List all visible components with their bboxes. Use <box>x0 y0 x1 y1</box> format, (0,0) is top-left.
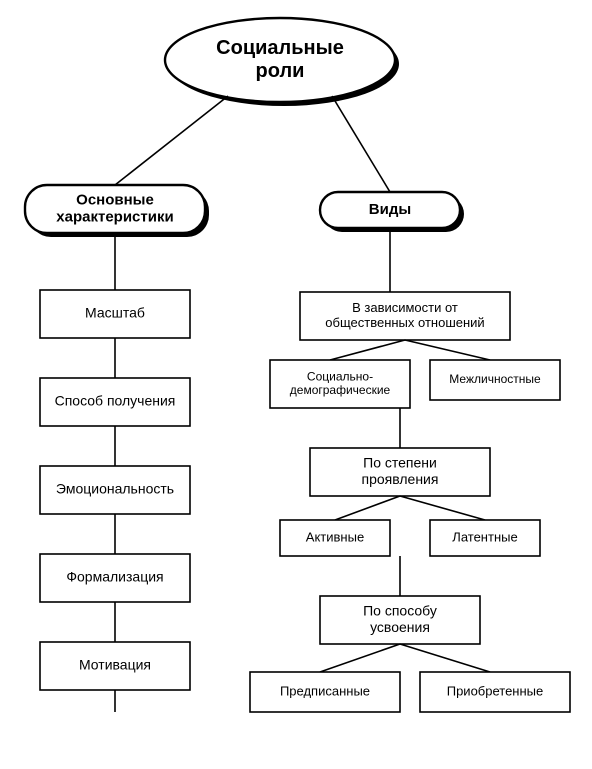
svg-text:характеристики: характеристики <box>56 209 173 226</box>
svg-text:роли: роли <box>256 60 305 82</box>
svg-text:Формализация: Формализация <box>66 569 163 585</box>
svg-text:Межличностные: Межличностные <box>449 372 541 386</box>
svg-text:Активные: Активные <box>306 529 364 544</box>
svg-text:Приобретенные: Приобретенные <box>447 683 544 698</box>
svg-text:демографические: демографические <box>290 383 391 397</box>
svg-text:Способ получения: Способ получения <box>55 393 176 409</box>
svg-text:общественных отношений: общественных отношений <box>325 315 484 330</box>
svg-text:Эмоциональность: Эмоциональность <box>56 481 174 497</box>
svg-text:По степени: По степени <box>363 455 437 471</box>
diagram-canvas: Социальныероли Основныехарактеристики Масш… <box>0 0 592 769</box>
svg-text:проявления: проявления <box>362 471 439 487</box>
svg-text:Социально-: Социально- <box>307 369 373 383</box>
svg-text:Основные: Основные <box>76 191 154 208</box>
svg-text:Латентные: Латентные <box>452 529 517 544</box>
svg-text:Масштаб: Масштаб <box>85 305 145 321</box>
svg-text:усвоения: усвоения <box>370 619 430 635</box>
svg-text:Виды: Виды <box>369 201 411 218</box>
svg-text:Социальные: Социальные <box>216 37 344 59</box>
svg-text:По способу: По способу <box>363 603 437 619</box>
svg-text:В зависимости от: В зависимости от <box>352 300 458 315</box>
svg-text:Мотивация: Мотивация <box>79 657 151 673</box>
svg-text:Предписанные: Предписанные <box>280 683 370 698</box>
